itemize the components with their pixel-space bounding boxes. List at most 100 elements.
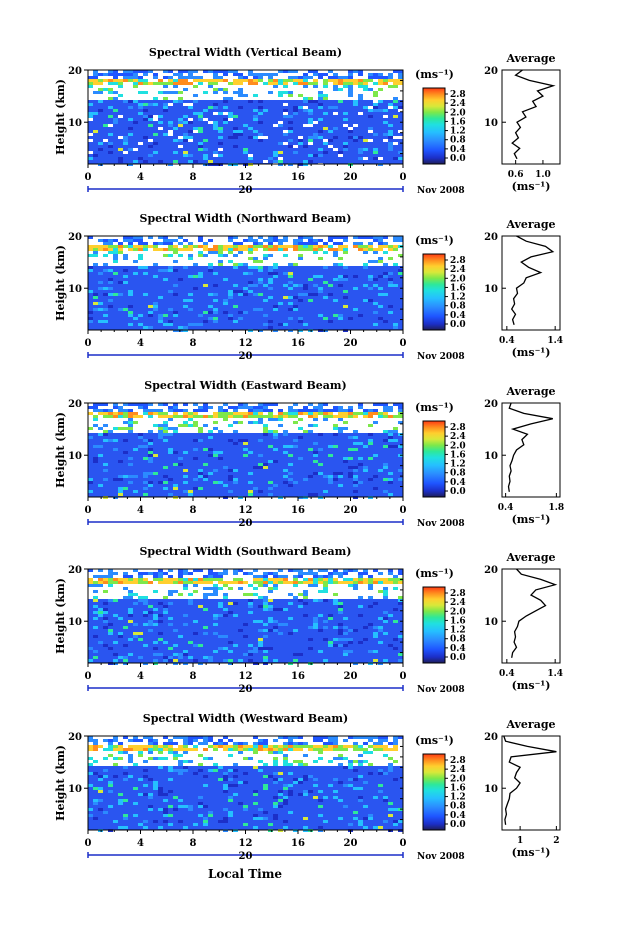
heatmap-cell	[218, 751, 223, 754]
heatmap-cell	[113, 412, 118, 415]
heatmap-cell	[343, 626, 348, 629]
heatmap-cell	[298, 88, 303, 91]
x-tick-label: 0	[400, 338, 407, 349]
heatmap-cell	[283, 742, 288, 745]
heatmap-cell	[383, 260, 388, 263]
heatmap-cell	[363, 430, 368, 433]
heatmap-cell	[243, 587, 248, 590]
heatmap-cell	[328, 236, 333, 239]
heatmap-cell	[268, 647, 273, 650]
heatmap-cell	[383, 251, 388, 254]
heatmap-cell	[348, 448, 353, 451]
x-tick-label: 12	[239, 338, 253, 349]
heatmap-cell	[213, 584, 218, 587]
heatmap-cell	[333, 430, 338, 433]
heatmap-cell	[298, 584, 303, 587]
heatmap-cell	[343, 406, 348, 409]
heatmap-cell	[368, 742, 373, 745]
heatmap-cell	[178, 100, 183, 103]
heatmap-cell	[163, 439, 168, 442]
heatmap-cell	[88, 254, 93, 257]
heatmap-cell	[268, 287, 273, 290]
heatmap-cell	[173, 590, 178, 593]
heatmap-cell	[383, 745, 388, 748]
heatmap-cell	[208, 106, 213, 109]
heatmap-cell	[318, 94, 323, 97]
heatmap-cell	[373, 659, 378, 662]
heatmap-cell	[388, 284, 393, 287]
heatmap-cell	[143, 248, 148, 251]
heatmap-cell	[338, 412, 343, 415]
heatmap-cell	[243, 82, 248, 85]
heatmap-cell	[178, 581, 183, 584]
heatmap-cell	[133, 581, 138, 584]
heatmap-cell	[288, 79, 293, 82]
heatmap-cell	[298, 575, 303, 578]
heatmap-cell	[218, 424, 223, 427]
heatmap-cell	[373, 590, 378, 593]
heatmap-cell	[103, 94, 108, 97]
colorbar-tick-label: 0.0	[450, 154, 466, 164]
heatmap-cell	[208, 581, 213, 584]
heatmap-cell	[123, 587, 128, 590]
heatmap-cell	[373, 754, 378, 757]
heatmap-cell	[218, 602, 223, 605]
heatmap-cell	[108, 412, 113, 415]
heatmap-cell	[203, 581, 208, 584]
heatmap-cell	[313, 763, 318, 766]
heatmap-cell	[258, 590, 263, 593]
heatmap-cell	[88, 79, 93, 82]
heatmap-cell	[203, 820, 208, 823]
heatmap-cell	[213, 82, 218, 85]
heatmap-cell	[123, 100, 128, 103]
heatmap-cell	[263, 251, 268, 254]
heatmap-cell	[393, 748, 398, 751]
heatmap-cell	[283, 248, 288, 251]
heatmap-cell	[378, 575, 383, 578]
heatmap-cell	[328, 263, 333, 266]
heatmap-cell	[398, 106, 403, 109]
heatmap-cell	[293, 430, 298, 433]
heatmap-cell	[198, 415, 203, 418]
heatmap-cell	[258, 593, 263, 596]
heatmap-cell	[398, 254, 403, 257]
heatmap-cell	[248, 754, 253, 757]
heatmap-cell	[128, 100, 133, 103]
heatmap-cell	[188, 490, 193, 493]
heatmap-cell	[268, 757, 273, 760]
heatmap-cell	[188, 70, 193, 73]
heatmap-cell	[248, 406, 253, 409]
heatmap-cells	[88, 403, 403, 499]
heatmap-cell	[268, 248, 273, 251]
heatmap-cell	[288, 82, 293, 85]
heatmap-cell	[153, 572, 158, 575]
heatmap-cell	[373, 650, 378, 653]
colorbar-tick-label: 0.8	[450, 136, 466, 146]
heatmap-cell	[98, 760, 103, 763]
heatmap-cell	[93, 799, 98, 802]
heatmap-cell	[143, 412, 148, 415]
heatmap-cell	[118, 487, 123, 490]
heatmap-cell	[273, 257, 278, 260]
heatmap-cell	[358, 409, 363, 412]
heatmap-cell	[203, 154, 208, 157]
heatmap-cell	[368, 596, 373, 599]
heatmap-cell	[108, 293, 113, 296]
heatmap-cell	[273, 581, 278, 584]
heatmap-cell	[98, 409, 103, 412]
heatmap-cell	[118, 308, 123, 311]
panel-2: Spectral Width (Northward Beam)Height (k…	[54, 212, 563, 362]
heatmap-cell	[133, 94, 138, 97]
heatmap-cell	[238, 760, 243, 763]
heatmap-cell	[368, 287, 373, 290]
heatmap-cell	[168, 587, 173, 590]
heatmap-cell	[263, 242, 268, 245]
heatmap-cell	[338, 739, 343, 742]
heatmap-cell	[373, 79, 378, 82]
heatmap-cell	[313, 427, 318, 430]
heatmap-cell	[298, 793, 303, 796]
x-tick-label: 12	[239, 172, 253, 183]
heatmap-cell	[93, 82, 98, 85]
heatmap-cell	[268, 296, 273, 299]
heatmap-cell	[213, 430, 218, 433]
